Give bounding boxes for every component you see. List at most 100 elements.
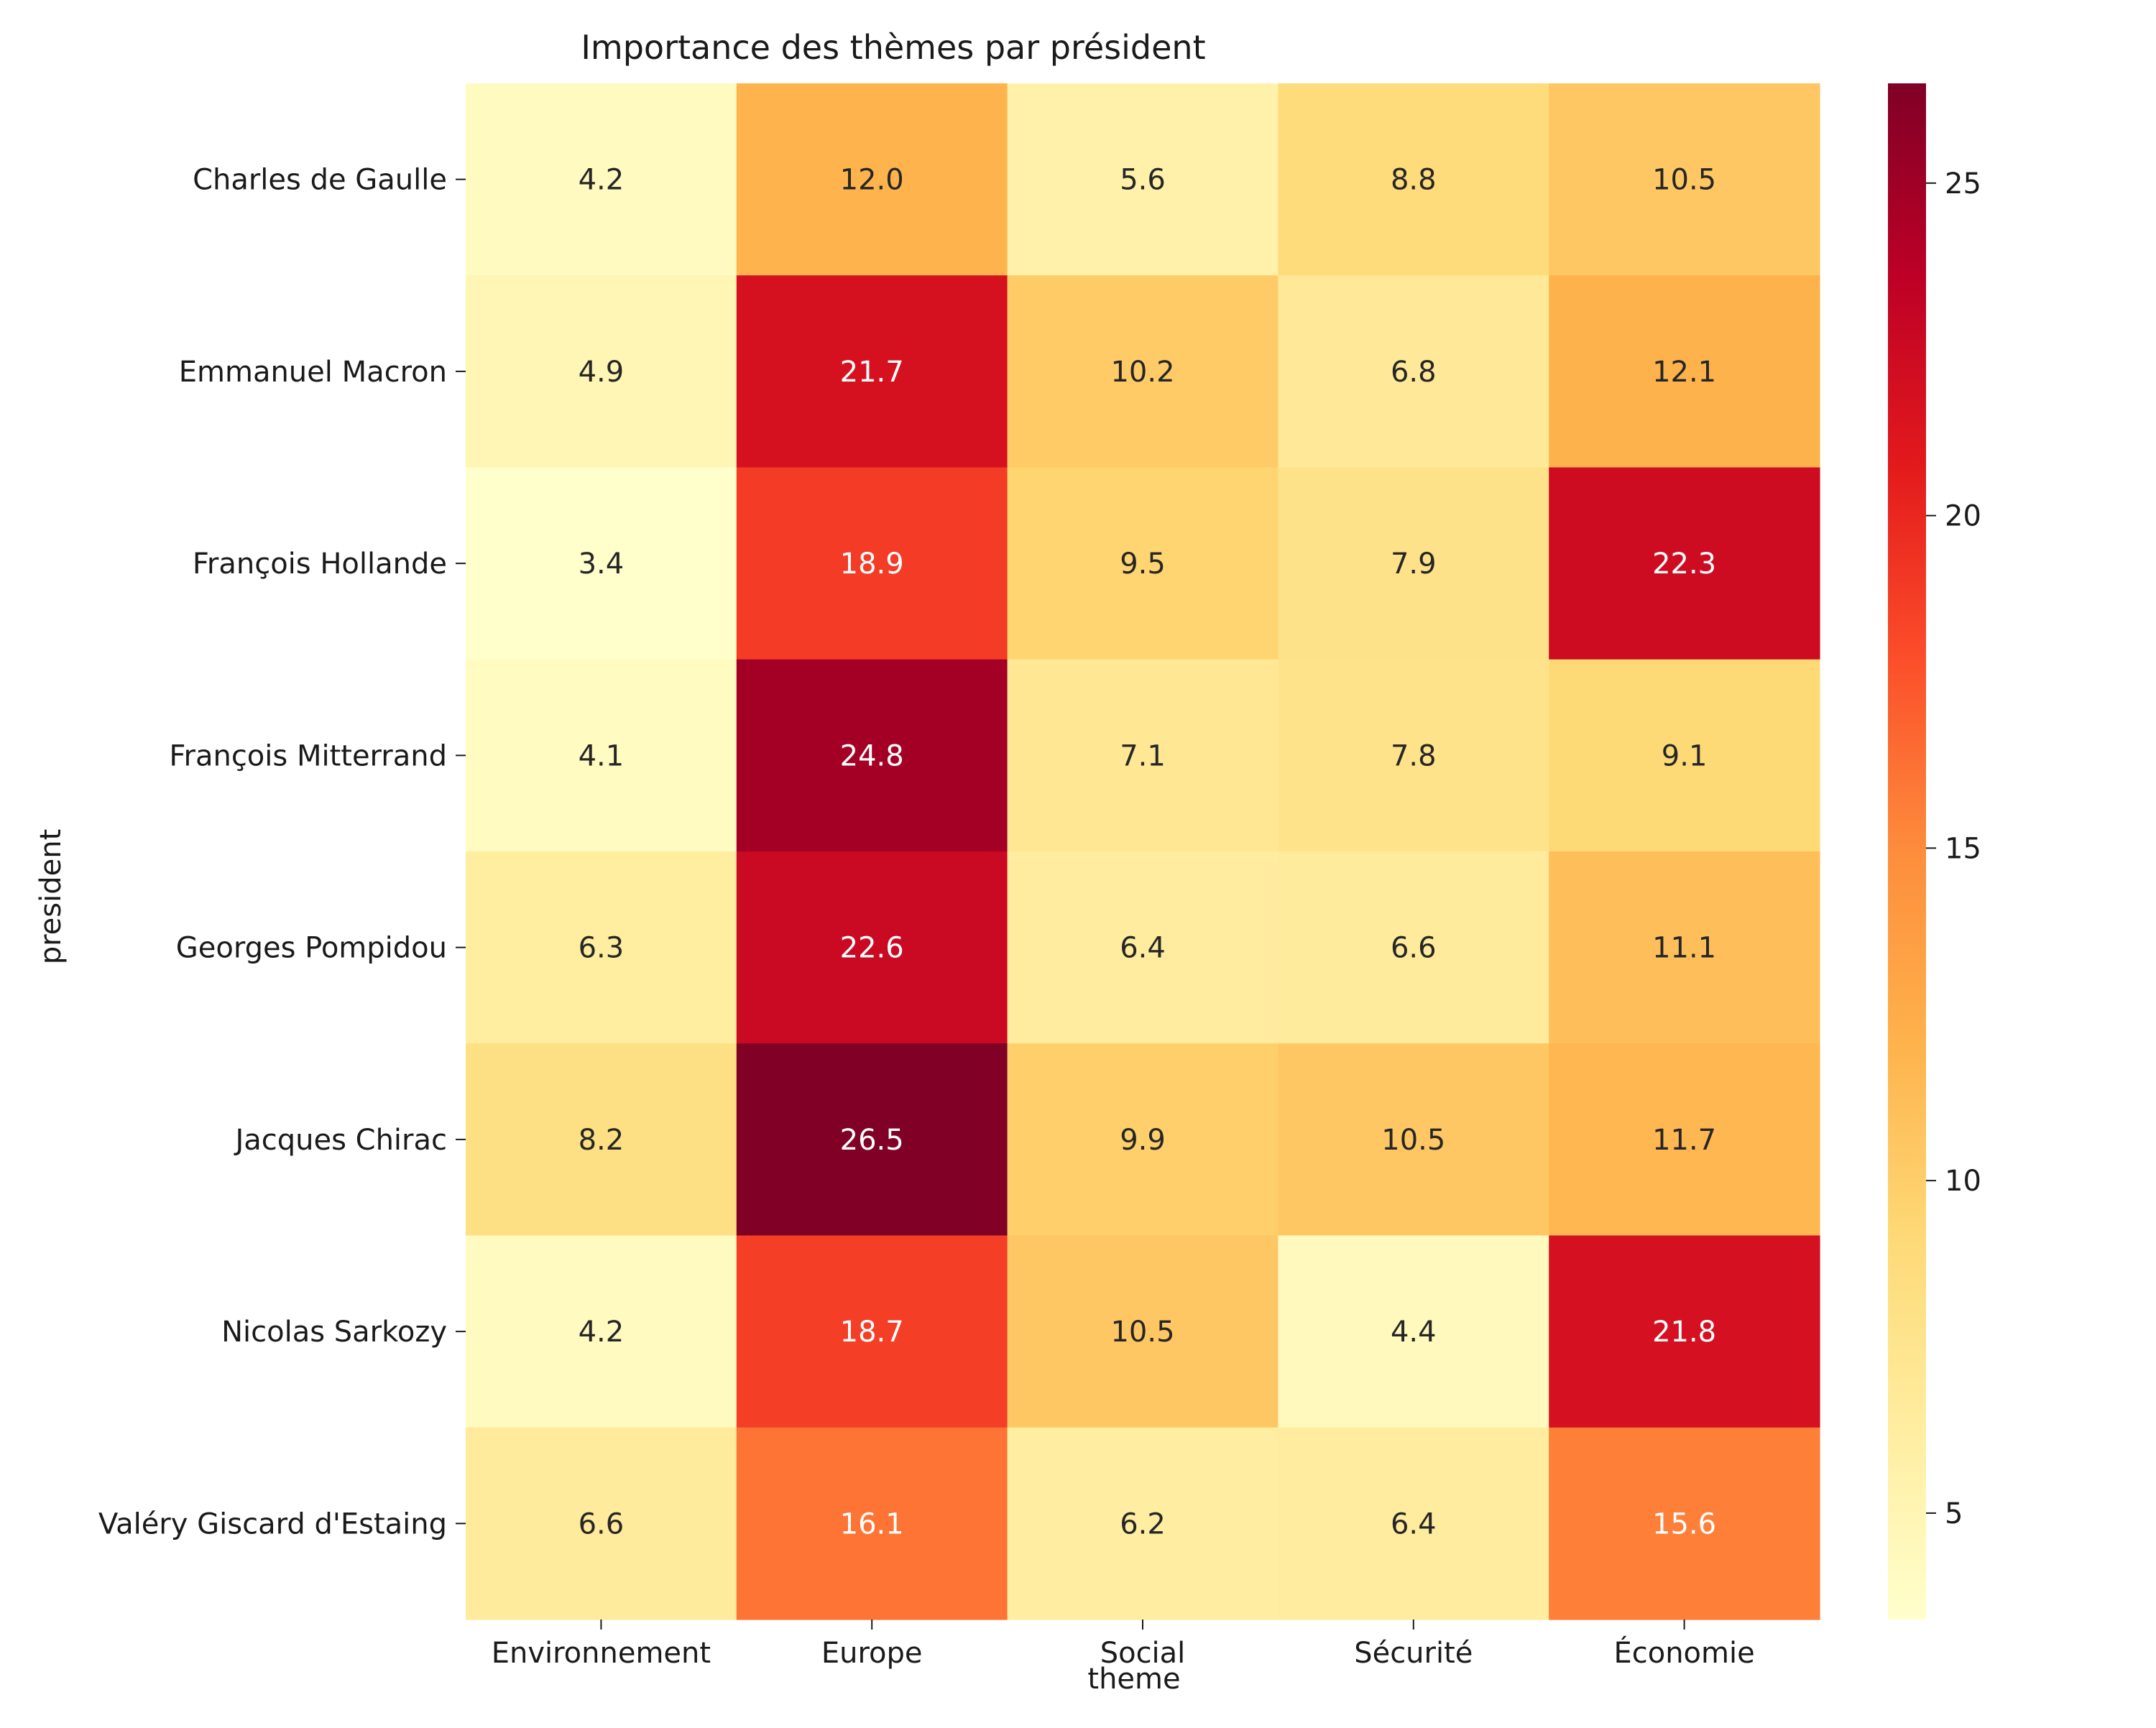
y-tick-label: François Mitterrand <box>169 739 447 772</box>
x-tick-label: Environnement <box>492 1637 711 1670</box>
cell-annotation: 6.4 <box>1391 1507 1437 1540</box>
cell-annotation: 10.5 <box>1652 164 1716 197</box>
cell-annotation: 21.7 <box>840 356 904 389</box>
heatmap-cell <box>736 1235 1008 1428</box>
heatmap-cell <box>1549 659 1820 852</box>
heatmap-cell <box>1549 467 1820 660</box>
y-tick-label: Jacques Chirac <box>233 1124 447 1157</box>
cell-annotation: 12.0 <box>840 164 904 197</box>
cell-annotation: 24.8 <box>840 739 904 772</box>
cell-annotation: 21.8 <box>1652 1316 1716 1349</box>
heatmap-cell <box>1549 83 1820 276</box>
heatmap-cell <box>1007 83 1279 276</box>
heatmap-cell <box>1549 1235 1820 1428</box>
heatmap-cell <box>1007 659 1279 852</box>
cell-annotation: 12.1 <box>1652 356 1716 389</box>
heatmap-cell <box>1549 1043 1820 1237</box>
heatmap-cell <box>736 467 1008 660</box>
heatmap-cell <box>1549 1427 1820 1620</box>
heatmap-cell <box>466 1427 737 1620</box>
cell-annotation: 6.6 <box>579 1507 625 1540</box>
x-axis: Environnement Europe Social Sécurité Économi… <box>492 1620 1755 1670</box>
cell-annotation: 11.7 <box>1652 1124 1716 1157</box>
cell-annotation: 11.1 <box>1652 932 1716 965</box>
heatmap-cell <box>1278 83 1549 276</box>
cell-annotation: 8.2 <box>579 1124 625 1157</box>
heatmap-cell <box>1278 851 1549 1044</box>
cell-annotation: 7.9 <box>1391 547 1437 581</box>
y-axis-label: president <box>34 829 68 965</box>
heatmap-cell <box>1549 851 1820 1044</box>
cell-annotation: 22.6 <box>840 932 904 965</box>
colorbar-tick-label: 20 <box>1945 500 1981 533</box>
cell-annotation: 4.4 <box>1391 1316 1437 1349</box>
colorbar-tick-label: 10 <box>1945 1165 1981 1198</box>
heatmap-cell <box>736 275 1008 468</box>
cell-annotation: 9.9 <box>1120 1124 1166 1157</box>
heatmap-cell <box>1007 851 1279 1044</box>
heatmap-cell <box>1007 275 1279 468</box>
heatmap-cell <box>1007 1043 1279 1237</box>
cell-annotation: 6.8 <box>1391 356 1437 389</box>
heatmap-cell <box>736 659 1008 852</box>
cell-annotation: 6.6 <box>1391 932 1437 965</box>
cell-annotation: 9.5 <box>1120 547 1166 581</box>
heatmap-cell <box>736 1043 1008 1237</box>
x-axis-label: theme <box>1087 1663 1180 1696</box>
y-tick-label: Valéry Giscard d'Estaing <box>98 1507 447 1540</box>
x-tick-label: Sécurité <box>1354 1637 1473 1670</box>
y-tick-label: Charles de Gaulle <box>193 164 447 197</box>
x-tick-label: Europe <box>821 1637 923 1670</box>
colorbar: 5 10 15 20 25 <box>1888 83 1981 1620</box>
heatmap-cell <box>466 659 737 852</box>
heatmap-cell <box>1007 467 1279 660</box>
cell-annotation: 6.2 <box>1120 1507 1166 1540</box>
heatmap-cell <box>1278 275 1549 468</box>
heatmap-cell <box>736 851 1008 1044</box>
x-tick-label: Social <box>1100 1637 1186 1670</box>
heatmap-cell <box>466 467 737 660</box>
cell-annotation: 8.8 <box>1391 164 1437 197</box>
heatmap-cells <box>466 83 1820 1620</box>
colorbar-tick-label: 5 <box>1945 1497 1963 1530</box>
cell-annotation: 10.5 <box>1110 1316 1174 1349</box>
cell-annotation: 10.5 <box>1381 1124 1445 1157</box>
colorbar-gradient <box>1888 83 1926 1620</box>
heatmap-cell <box>466 83 737 276</box>
y-tick-label: Emmanuel Macron <box>179 356 447 389</box>
heatmap-cell <box>1278 1427 1549 1620</box>
heatmap-cell <box>736 83 1008 276</box>
y-axis: Charles de Gaulle Emmanuel Macron François… <box>98 164 466 1540</box>
y-tick-label: Georges Pompidou <box>176 932 447 965</box>
y-tick-label: François Hollande <box>193 547 447 581</box>
cell-annotation: 10.2 <box>1110 356 1174 389</box>
cell-annotation: 4.2 <box>579 1316 625 1349</box>
cell-annotation: 26.5 <box>840 1124 904 1157</box>
heatmap-cell <box>466 275 737 468</box>
heatmap-cell <box>1278 467 1549 660</box>
cell-annotation: 3.4 <box>579 547 625 581</box>
heatmap-cell <box>1278 1235 1549 1428</box>
heatmap-cell <box>1278 1043 1549 1237</box>
cell-annotation: 18.7 <box>840 1316 904 1349</box>
colorbar-tick-label: 25 <box>1945 167 1981 200</box>
heatmap-cell <box>466 851 737 1044</box>
cell-annotation: 15.6 <box>1652 1507 1716 1540</box>
cell-annotation: 7.8 <box>1391 739 1437 772</box>
cell-annotation: 6.4 <box>1120 932 1166 965</box>
cell-annotation: 22.3 <box>1652 547 1716 581</box>
heatmap-cell <box>1549 275 1820 468</box>
colorbar-tick-label: 15 <box>1945 832 1981 865</box>
heatmap-cell <box>466 1235 737 1428</box>
cell-annotation: 16.1 <box>840 1507 904 1540</box>
cell-annotation: 6.3 <box>579 932 625 965</box>
heatmap-cell <box>736 1427 1008 1620</box>
cell-annotation: 18.9 <box>840 547 904 581</box>
chart-title: Importance des thèmes par président <box>581 28 1205 67</box>
y-tick-label: Nicolas Sarkozy <box>221 1316 447 1349</box>
cell-annotation: 4.9 <box>579 356 625 389</box>
cell-annotation: 4.1 <box>579 739 625 772</box>
heatmap-cell <box>1278 659 1549 852</box>
